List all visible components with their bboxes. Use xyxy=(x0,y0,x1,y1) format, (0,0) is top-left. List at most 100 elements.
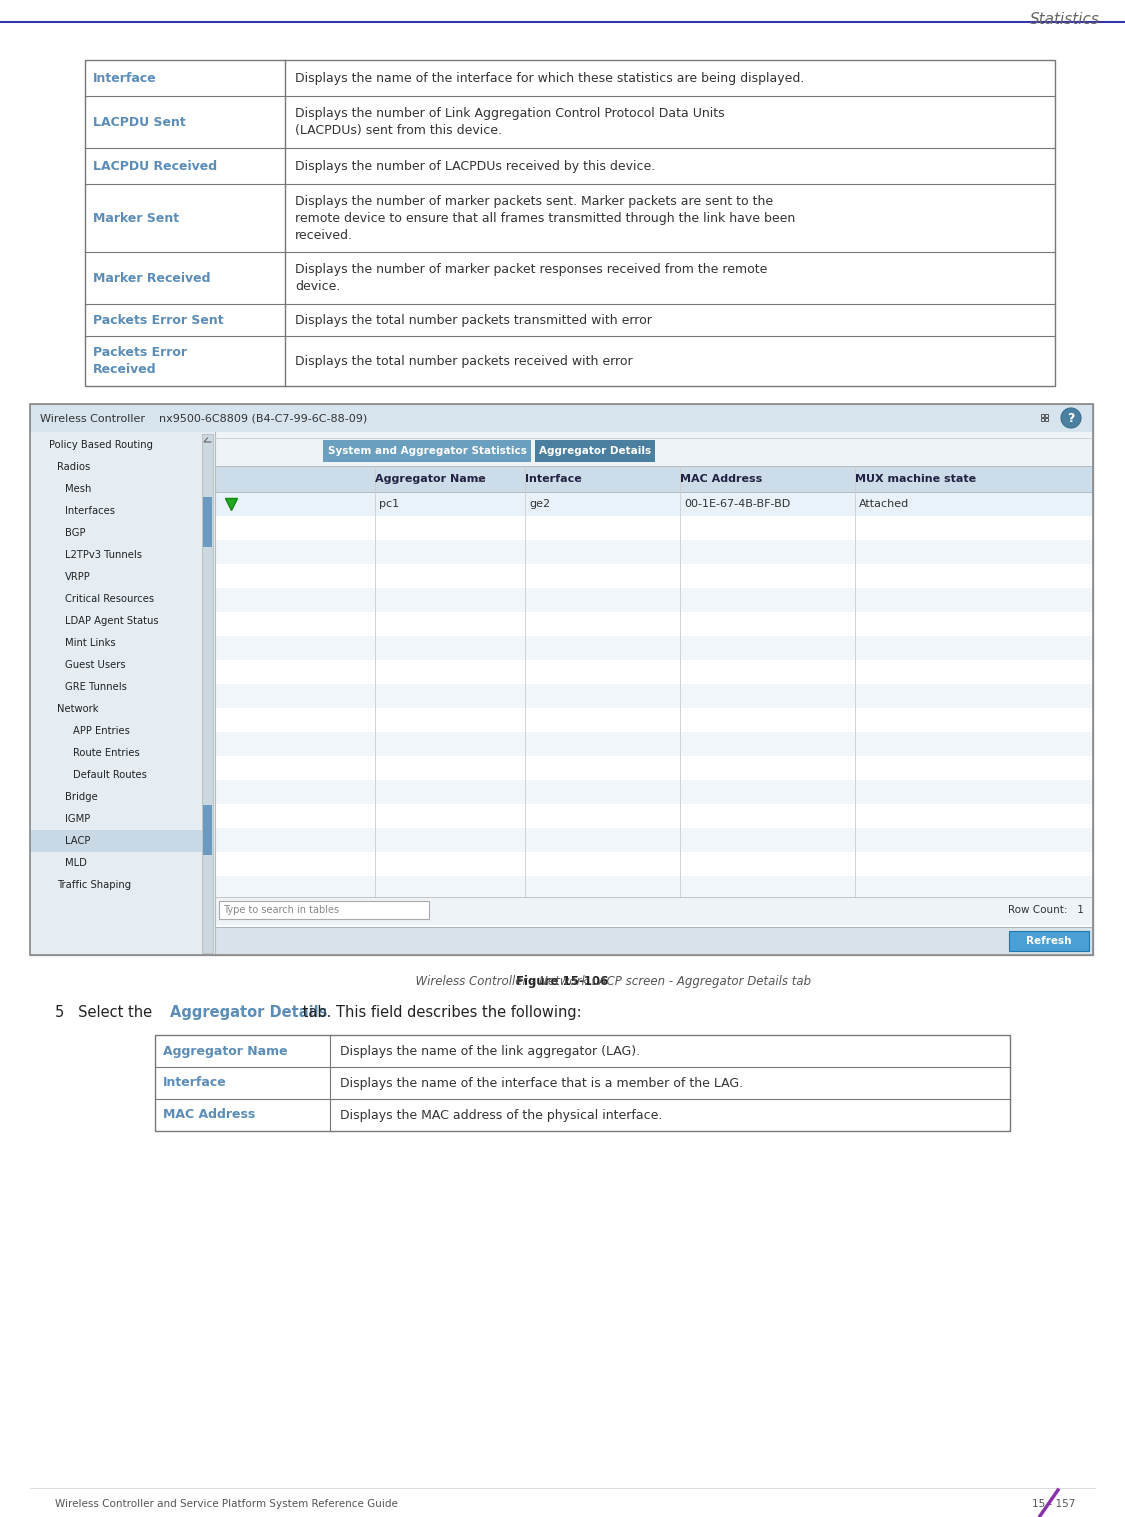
Bar xyxy=(30,404,1094,432)
Text: Critical Resources: Critical Resources xyxy=(65,595,154,604)
Bar xyxy=(215,875,1094,900)
Bar xyxy=(215,636,1094,660)
Bar xyxy=(215,927,1094,956)
Text: Wireless Controller - Network LACP screen - Aggregator Details tab: Wireless Controller - Network LACP scree… xyxy=(408,975,811,988)
Text: Aggregator Name: Aggregator Name xyxy=(163,1045,288,1057)
Text: Interfaces: Interfaces xyxy=(65,507,115,516)
Text: MUX machine state: MUX machine state xyxy=(855,473,976,484)
Text: Interface: Interface xyxy=(525,473,582,484)
Bar xyxy=(215,755,1094,780)
Text: Type to search in tables: Type to search in tables xyxy=(223,906,339,915)
Text: MAC Address: MAC Address xyxy=(680,473,763,484)
Text: Mesh: Mesh xyxy=(65,484,91,495)
Text: 00-1E-67-4B-BF-BD: 00-1E-67-4B-BF-BD xyxy=(684,499,790,510)
Bar xyxy=(536,440,655,463)
Bar xyxy=(1045,414,1048,417)
Text: Displays the number of Link Aggregation Control Protocol Data Units
(LACPDUs) se: Displays the number of Link Aggregation … xyxy=(295,108,724,137)
Bar xyxy=(155,1035,1010,1132)
Text: LACP: LACP xyxy=(65,836,90,846)
Text: LACPDU Received: LACPDU Received xyxy=(93,159,217,173)
Text: L2TPv3 Tunnels: L2TPv3 Tunnels xyxy=(65,551,142,560)
Bar xyxy=(215,432,1094,956)
Bar xyxy=(215,660,1094,684)
Text: Displays the number of marker packets sent. Marker packets are sent to the
remot: Displays the number of marker packets se… xyxy=(295,194,795,241)
Text: APP Entries: APP Entries xyxy=(73,727,129,736)
Bar xyxy=(219,901,429,919)
Bar xyxy=(1045,419,1048,422)
Bar xyxy=(30,830,202,853)
Bar xyxy=(215,611,1094,636)
Bar xyxy=(215,564,1094,589)
Bar xyxy=(86,61,1055,385)
Bar xyxy=(1041,414,1044,417)
Text: MAC Address: MAC Address xyxy=(163,1109,255,1121)
Text: Wireless Controller    nx9500-6C8809 (B4-C7-99-6C-88-09): Wireless Controller nx9500-6C8809 (B4-C7… xyxy=(40,413,367,423)
Bar xyxy=(215,900,1094,924)
Bar xyxy=(215,828,1094,853)
Text: Statistics: Statistics xyxy=(1030,12,1100,27)
Bar xyxy=(202,806,212,856)
Bar xyxy=(215,432,1094,466)
Text: Displays the name of the link aggregator (LAG).: Displays the name of the link aggregator… xyxy=(340,1045,640,1057)
Text: Interface: Interface xyxy=(163,1077,227,1089)
Text: Wireless Controller and Service Platform System Reference Guide: Wireless Controller and Service Platform… xyxy=(55,1499,398,1509)
Circle shape xyxy=(1061,408,1081,428)
Text: LDAP Agent Status: LDAP Agent Status xyxy=(65,616,159,627)
Text: Traffic Shaping: Traffic Shaping xyxy=(57,880,132,890)
Text: Marker Sent: Marker Sent xyxy=(93,211,179,225)
Text: Aggregator Name: Aggregator Name xyxy=(375,473,486,484)
Bar xyxy=(30,432,215,956)
Text: ge2: ge2 xyxy=(529,499,550,510)
Bar xyxy=(30,404,1094,956)
Text: Mint Links: Mint Links xyxy=(65,639,116,648)
Text: Interface: Interface xyxy=(93,71,156,85)
Text: 5   Select the: 5 Select the xyxy=(55,1004,156,1019)
Text: Refresh: Refresh xyxy=(1026,936,1072,947)
Text: Policy Based Routing: Policy Based Routing xyxy=(50,440,153,451)
Text: BGP: BGP xyxy=(65,528,86,539)
Text: Attached: Attached xyxy=(860,499,909,510)
Text: Displays the name of the interface for which these statistics are being displaye: Displays the name of the interface for w… xyxy=(295,71,804,85)
Text: Displays the total number packets transmitted with error: Displays the total number packets transm… xyxy=(295,314,651,326)
Bar xyxy=(1041,419,1044,422)
Bar xyxy=(215,492,1094,516)
Text: Packets Error Sent: Packets Error Sent xyxy=(93,314,224,326)
Text: Figure 15-106: Figure 15-106 xyxy=(515,975,609,988)
Bar xyxy=(215,804,1094,828)
Bar xyxy=(215,684,1094,708)
Bar xyxy=(215,733,1094,755)
Bar xyxy=(215,853,1094,875)
Bar xyxy=(202,434,213,953)
Text: System and Aggregator Statistics: System and Aggregator Statistics xyxy=(327,446,526,457)
Text: Radios: Radios xyxy=(57,463,90,472)
Bar xyxy=(215,589,1094,611)
Text: VRPP: VRPP xyxy=(65,572,91,583)
Bar xyxy=(215,466,1094,492)
Bar xyxy=(215,516,1094,540)
Text: Bridge: Bridge xyxy=(65,792,98,802)
Text: ⊙: ⊙ xyxy=(475,475,482,484)
Text: IGMP: IGMP xyxy=(65,815,90,824)
Bar xyxy=(323,440,531,463)
Text: Default Routes: Default Routes xyxy=(73,771,147,780)
Bar xyxy=(215,897,1094,925)
Bar xyxy=(215,708,1094,733)
Text: Displays the name of the interface that is a member of the LAG.: Displays the name of the interface that … xyxy=(340,1077,744,1089)
Text: pc1: pc1 xyxy=(379,499,399,510)
Text: ?: ? xyxy=(1068,411,1074,425)
Text: Network: Network xyxy=(57,704,99,715)
Text: 15 - 157: 15 - 157 xyxy=(1032,1499,1076,1509)
Text: Displays the total number packets received with error: Displays the total number packets receiv… xyxy=(295,355,632,367)
Text: Displays the number of LACPDUs received by this device.: Displays the number of LACPDUs received … xyxy=(295,159,655,173)
Text: Aggregator Details: Aggregator Details xyxy=(170,1004,327,1019)
Text: Displays the number of marker packet responses received from the remote
device.: Displays the number of marker packet res… xyxy=(295,262,767,293)
Bar xyxy=(1009,931,1089,951)
Text: tab. This field describes the following:: tab. This field describes the following: xyxy=(298,1004,582,1019)
Text: Aggregator Details: Aggregator Details xyxy=(539,446,651,457)
Text: Marker Received: Marker Received xyxy=(93,272,210,285)
Text: Guest Users: Guest Users xyxy=(65,660,126,671)
Text: Route Entries: Route Entries xyxy=(73,748,140,758)
Text: Displays the MAC address of the physical interface.: Displays the MAC address of the physical… xyxy=(340,1109,663,1121)
Bar xyxy=(30,404,1094,956)
Text: Packets Error
Received: Packets Error Received xyxy=(93,346,187,376)
